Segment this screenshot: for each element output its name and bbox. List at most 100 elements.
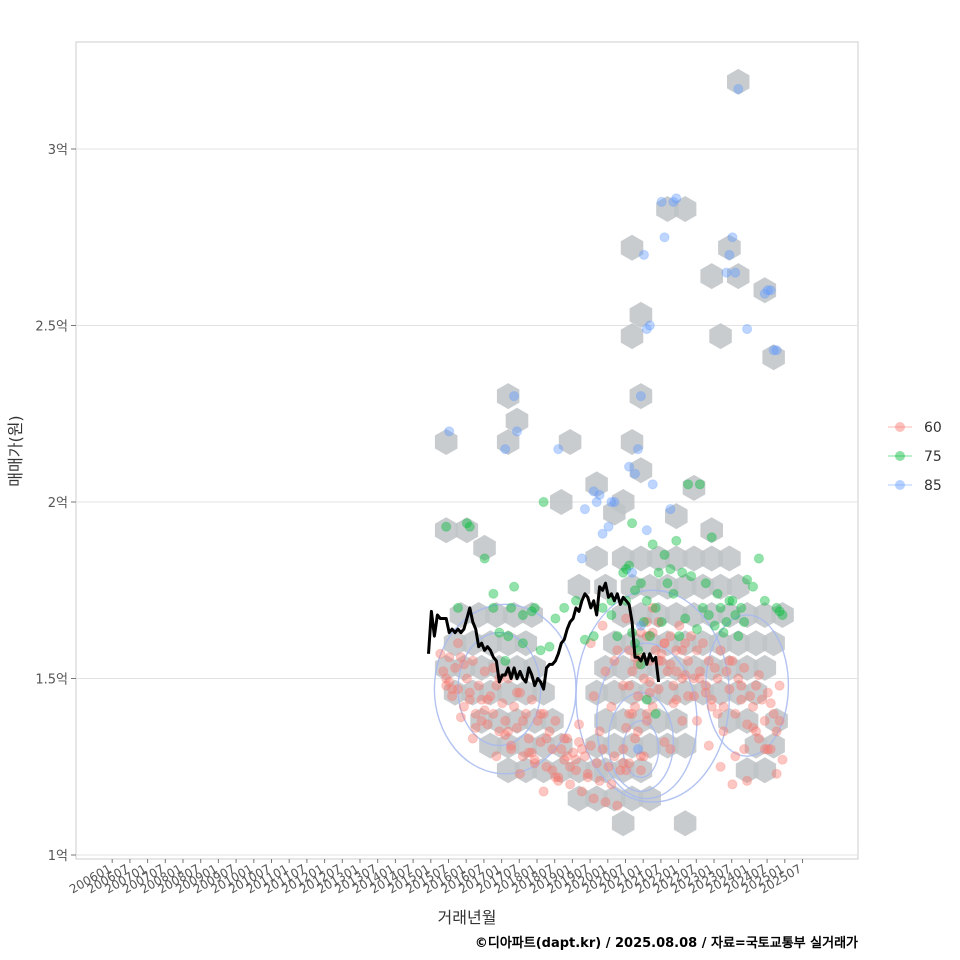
point-60 — [768, 708, 779, 719]
hexbin-cell — [682, 602, 706, 628]
point-60 — [647, 627, 658, 638]
point-75 — [665, 564, 676, 575]
point-85 — [508, 391, 520, 402]
hexbin-cell — [735, 654, 759, 681]
point-75 — [715, 602, 726, 614]
hexbin-cell — [638, 679, 661, 706]
hexbin-cell — [443, 679, 467, 706]
hexbin-cell — [594, 654, 617, 681]
point-60 — [668, 698, 679, 709]
hexbin-cell — [620, 732, 644, 759]
point-60 — [706, 694, 717, 705]
point-75 — [650, 602, 661, 614]
point-60 — [544, 726, 555, 737]
hexbin-cell — [665, 654, 688, 681]
point-85 — [768, 345, 779, 356]
hexbin-cell — [496, 679, 520, 706]
point-60 — [635, 627, 647, 638]
point-75 — [733, 631, 744, 642]
point-75 — [774, 606, 785, 617]
point-85 — [553, 444, 564, 455]
point-75 — [461, 518, 472, 529]
point-60 — [688, 673, 700, 684]
point-60 — [771, 726, 782, 737]
hexbin-cell — [709, 573, 732, 600]
hexbin-cell — [700, 602, 723, 628]
point-85 — [727, 232, 738, 243]
hexbin-cell — [718, 545, 741, 572]
point-75 — [727, 595, 738, 606]
point-60 — [618, 758, 629, 769]
point-60 — [635, 765, 647, 776]
y-tick-label: 3억 — [48, 143, 68, 158]
point-60 — [597, 620, 608, 631]
point-85 — [659, 232, 670, 243]
hexbin-cell — [629, 457, 653, 484]
point-85 — [629, 468, 641, 479]
point-60 — [635, 751, 647, 762]
hexbin-cell — [691, 630, 715, 657]
point-60 — [570, 765, 582, 776]
point-60 — [715, 761, 726, 772]
point-60 — [709, 662, 720, 674]
point-60 — [771, 768, 782, 779]
legend: 60 75 85 — [888, 420, 942, 494]
legend-item-85: 85 — [888, 478, 942, 494]
point-85 — [762, 285, 773, 296]
point-60 — [511, 687, 523, 698]
hexbin-cell — [620, 323, 644, 350]
point-75 — [570, 595, 582, 606]
point-60 — [691, 715, 703, 727]
point-85 — [656, 196, 667, 207]
point-60 — [727, 779, 738, 790]
point-75 — [697, 602, 709, 614]
legend-item-75: 75 — [888, 449, 942, 465]
point-75 — [653, 567, 664, 578]
point-60 — [718, 701, 729, 712]
point-60 — [535, 736, 546, 748]
hexbin-cell — [585, 545, 608, 572]
point-85 — [597, 528, 608, 539]
hexbin-cell — [558, 429, 582, 455]
hexbin-cell — [673, 630, 697, 657]
hexbin-cell — [718, 602, 741, 628]
x-axis-title: 거래년월 — [438, 908, 497, 927]
point-60 — [747, 701, 759, 712]
hexbin-cell — [673, 732, 697, 759]
point-60 — [461, 673, 472, 684]
point-85 — [759, 288, 770, 299]
point-75 — [535, 645, 546, 656]
hexbin-cell — [496, 732, 520, 759]
point-60 — [450, 662, 461, 674]
point-75 — [721, 616, 732, 628]
hexbin-cell — [514, 679, 538, 706]
point-60 — [588, 793, 599, 804]
point-60 — [568, 747, 579, 758]
point-60 — [739, 744, 750, 755]
point-75 — [488, 588, 499, 599]
plot-panel — [75, 41, 859, 860]
point-60 — [624, 708, 635, 719]
point-60 — [677, 715, 688, 727]
point-75 — [691, 624, 703, 635]
hexbin-cell — [727, 68, 750, 95]
y-tick-label: 2억 — [48, 496, 68, 511]
point-75 — [694, 479, 706, 490]
point-60 — [585, 740, 596, 751]
hexbin-cell — [665, 602, 688, 628]
point-60 — [727, 655, 738, 667]
point-60 — [742, 719, 753, 730]
point-60 — [638, 673, 650, 684]
point-75 — [538, 496, 549, 508]
point-60 — [594, 775, 605, 787]
hexbin-cell — [550, 489, 573, 515]
point-60 — [479, 666, 490, 677]
point-75 — [641, 694, 652, 705]
point-60 — [514, 687, 526, 698]
hexbin-cell — [744, 630, 768, 657]
y-axis-ticks: 1억 1.5억 2억 2.5억 3억 — [35, 143, 76, 864]
point-60 — [559, 754, 570, 765]
point-85 — [444, 426, 455, 437]
point-75 — [677, 567, 688, 578]
point-60 — [724, 655, 735, 667]
